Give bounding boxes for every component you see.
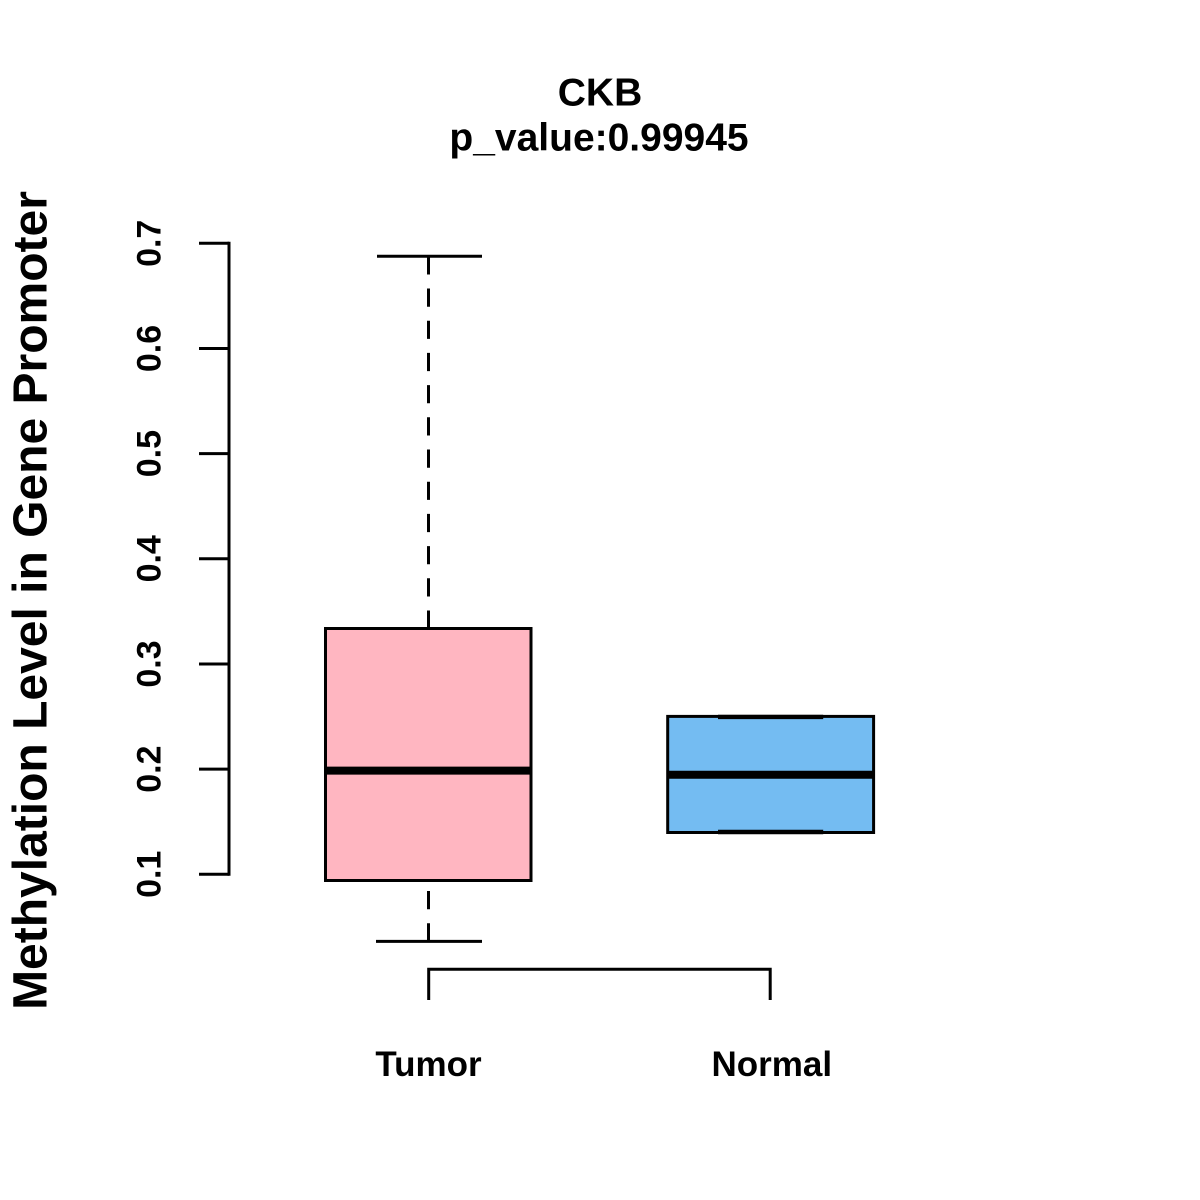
svg-text:0.7: 0.7 <box>131 220 169 267</box>
svg-text:0.2: 0.2 <box>131 745 169 792</box>
svg-text:CKB: CKB <box>558 72 643 115</box>
svg-text:p_value:0.99945: p_value:0.99945 <box>449 116 748 159</box>
svg-text:0.4: 0.4 <box>131 535 169 582</box>
svg-text:0.1: 0.1 <box>131 851 169 898</box>
svg-text:Methylation Level in Gene Prom: Methylation Level in Gene Promoter <box>5 191 58 1010</box>
svg-text:Normal: Normal <box>712 1045 833 1084</box>
svg-text:Tumor: Tumor <box>375 1045 482 1084</box>
svg-text:0.3: 0.3 <box>131 640 169 687</box>
svg-text:0.5: 0.5 <box>131 430 169 477</box>
svg-text:0.6: 0.6 <box>131 325 169 372</box>
